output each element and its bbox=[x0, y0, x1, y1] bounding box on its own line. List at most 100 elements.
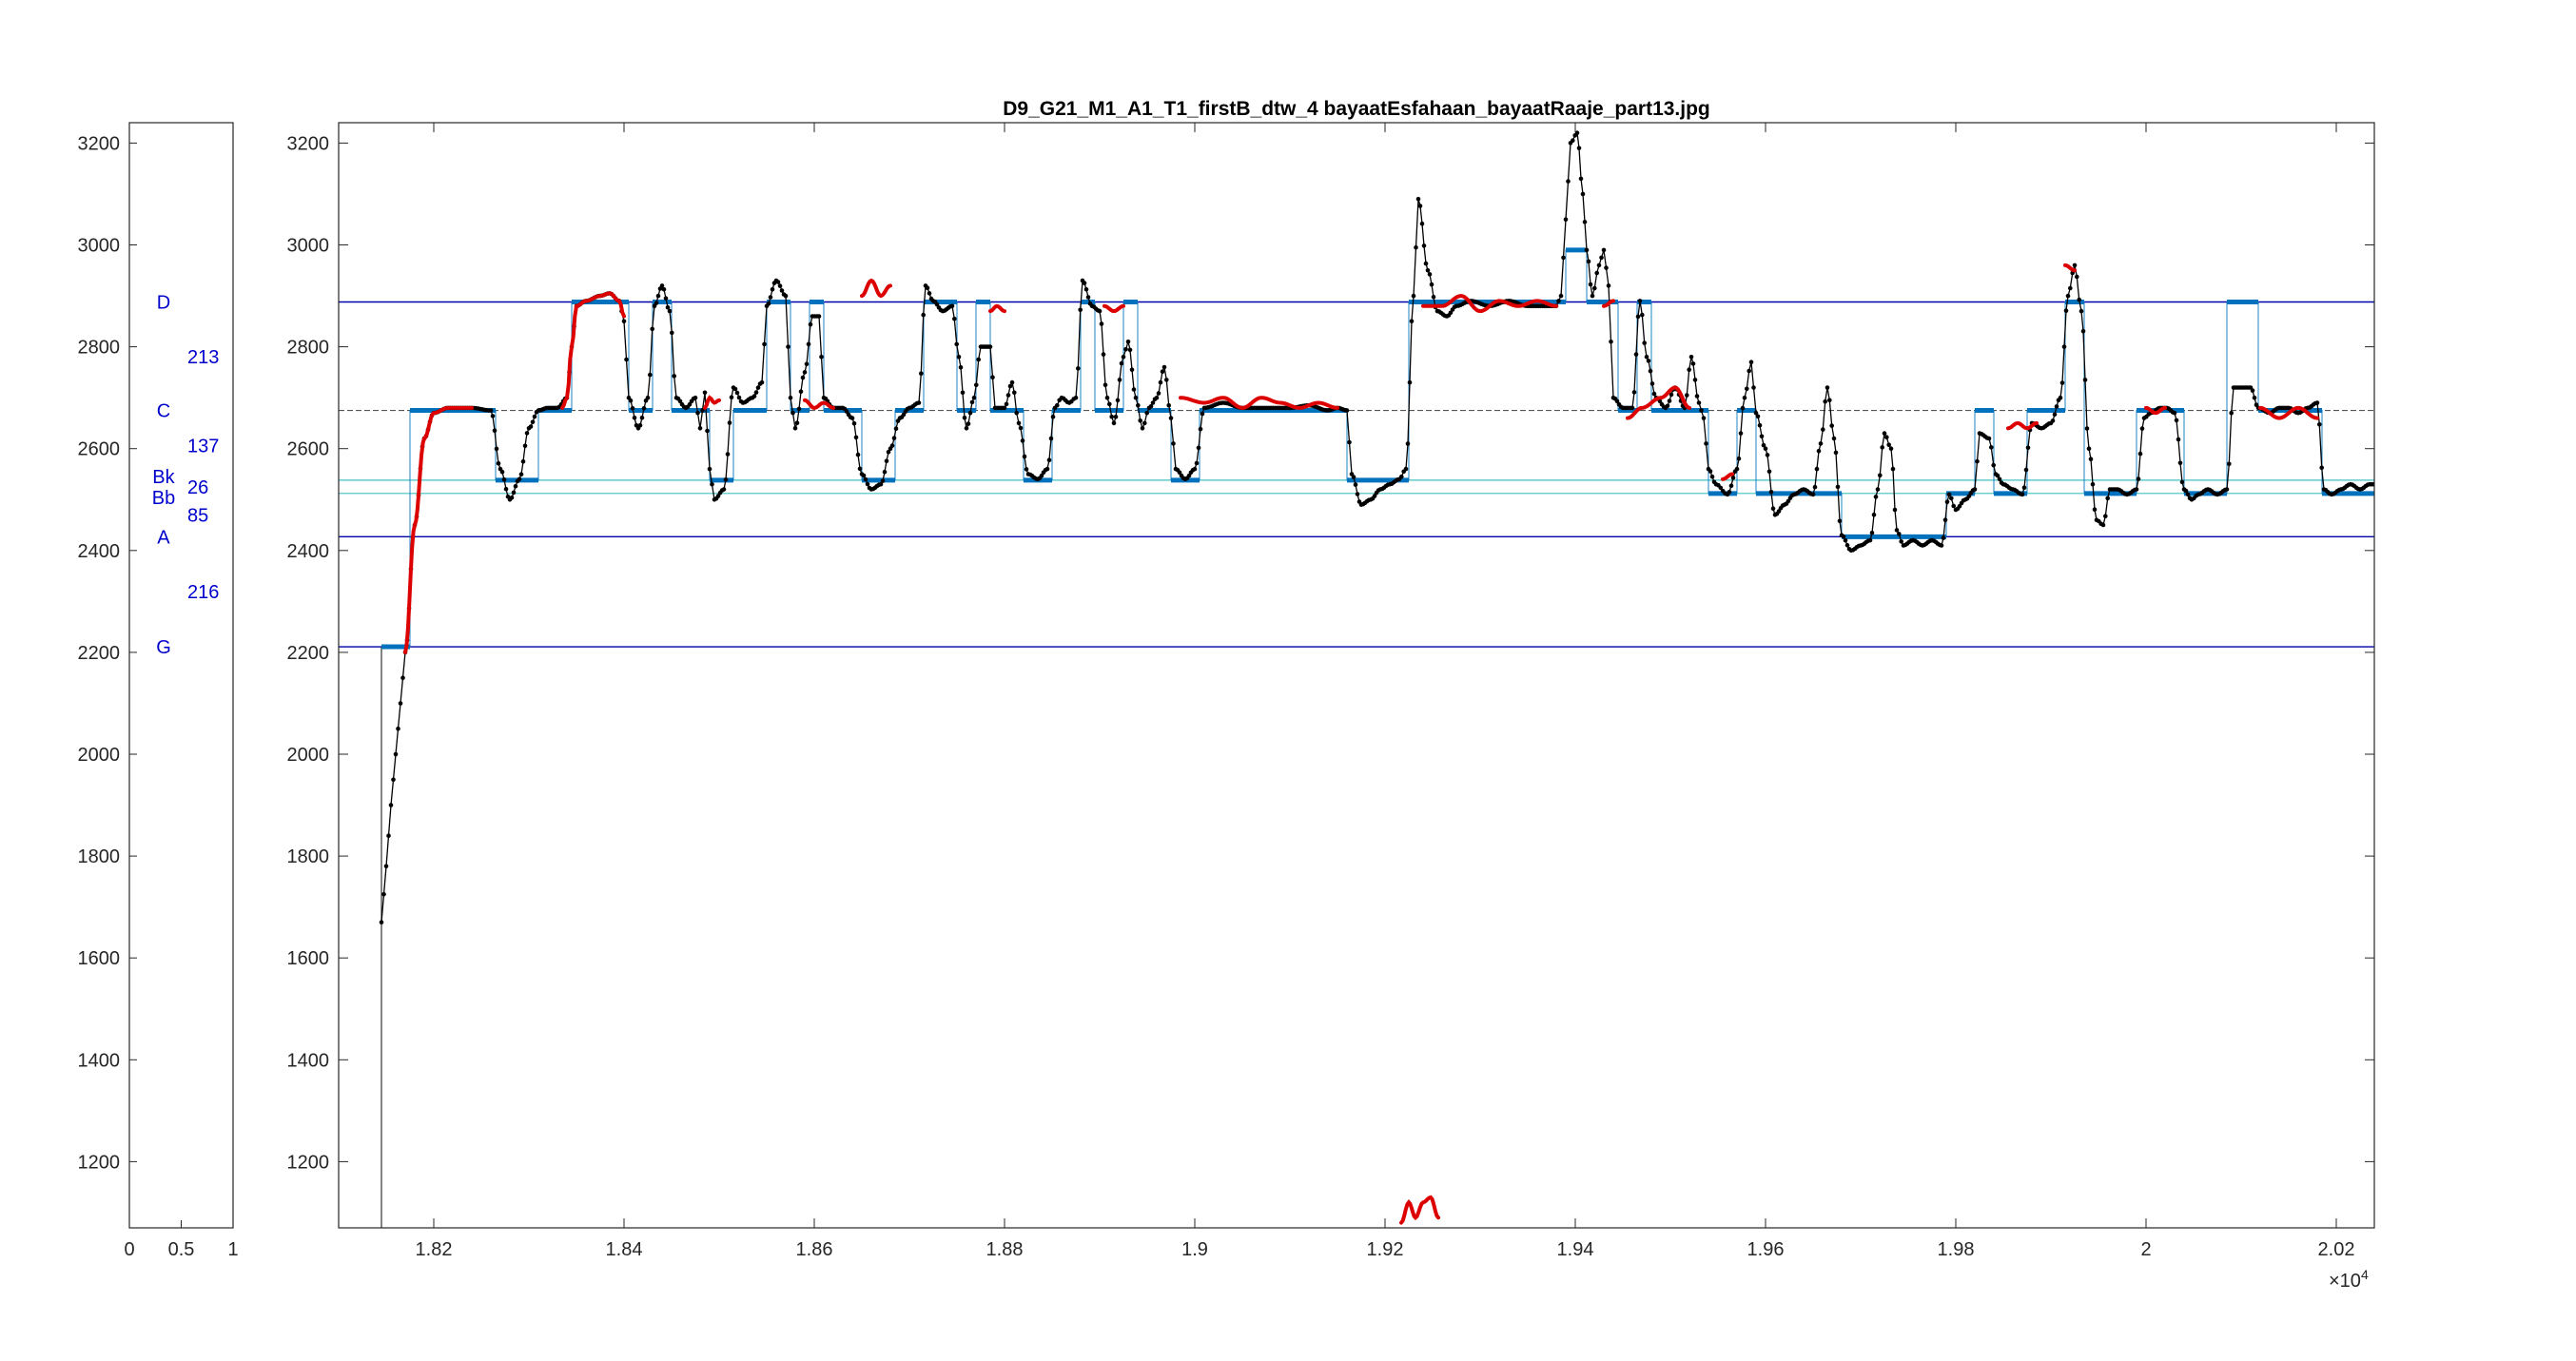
deviation-segment bbox=[1721, 472, 1734, 481]
pitch-point bbox=[1186, 473, 1192, 478]
pitch-point bbox=[880, 478, 886, 483]
pitch-point bbox=[2565, 483, 2569, 488]
pitch-point bbox=[1407, 379, 1413, 385]
pitch-point bbox=[1685, 393, 1689, 398]
pitch-point bbox=[677, 399, 683, 404]
pitch-point bbox=[2448, 536, 2452, 541]
pitch-point bbox=[969, 399, 975, 405]
pitch-point bbox=[2379, 482, 2384, 487]
pitch-point bbox=[2387, 478, 2391, 483]
pitch-point bbox=[2549, 484, 2554, 489]
pitch-point bbox=[1399, 474, 1404, 479]
pitch-point bbox=[2530, 486, 2535, 491]
pitch-point bbox=[2509, 497, 2514, 502]
pitch-point bbox=[1696, 400, 1702, 405]
pitch-point bbox=[1556, 299, 1561, 303]
pitch-point bbox=[1085, 295, 1091, 300]
pitch-point bbox=[967, 410, 973, 416]
pitch-point bbox=[2393, 477, 2398, 482]
pitch-point bbox=[715, 494, 721, 498]
pitch-point bbox=[639, 415, 645, 420]
pitch-point bbox=[2434, 533, 2439, 537]
pitch-point bbox=[960, 390, 966, 396]
note-label: Bk bbox=[152, 467, 175, 488]
pitch-point bbox=[2252, 395, 2257, 400]
pitch-point bbox=[1117, 378, 1122, 382]
pitch-point bbox=[501, 476, 507, 482]
pitch-point bbox=[1688, 355, 1694, 360]
pitch-point bbox=[1939, 543, 1944, 548]
main-axes-box bbox=[338, 122, 2375, 1229]
pitch-point bbox=[2457, 529, 2462, 534]
pitch-point bbox=[804, 361, 810, 367]
pitch-point bbox=[1742, 395, 1747, 400]
x-exponent-power: 4 bbox=[2361, 1267, 2369, 1282]
x-axis-exponent: ×104 bbox=[2329, 1267, 2369, 1292]
pitch-point bbox=[388, 803, 394, 807]
pitch-point bbox=[707, 466, 712, 472]
pitch-point bbox=[798, 389, 804, 395]
pitch-point bbox=[882, 469, 888, 475]
pitch-point bbox=[2479, 302, 2484, 307]
pitch-point bbox=[1078, 307, 1083, 313]
y-tick-label: 2600 bbox=[287, 439, 330, 460]
pitch-point bbox=[2559, 484, 2564, 489]
left-y-tick-label: 3200 bbox=[78, 133, 121, 154]
pitch-point bbox=[1837, 518, 1843, 524]
pitch-point bbox=[786, 344, 790, 349]
pitch-point bbox=[1991, 462, 1996, 468]
pitch-point bbox=[1596, 262, 1602, 268]
pitch-point bbox=[1694, 394, 1700, 399]
pitch-point bbox=[796, 406, 802, 412]
y-tick-label: 1400 bbox=[287, 1050, 330, 1071]
pitch-point bbox=[496, 460, 501, 466]
pitch-point bbox=[1018, 425, 1024, 431]
pitch-point bbox=[2442, 537, 2447, 542]
pitch-point bbox=[2528, 489, 2533, 494]
pitch-point bbox=[2464, 462, 2469, 467]
pitch-point bbox=[1630, 405, 1635, 411]
left-y-tick-label: 1400 bbox=[78, 1050, 121, 1071]
pitch-point bbox=[383, 864, 389, 869]
pitch-point bbox=[2377, 482, 2382, 487]
pitch-point bbox=[1024, 467, 1029, 472]
pitch-point bbox=[1009, 379, 1015, 385]
pitch-point bbox=[1827, 398, 1832, 403]
pitch-point bbox=[2176, 437, 2181, 442]
pitch-point bbox=[886, 450, 891, 455]
pitch-point bbox=[1763, 446, 1768, 452]
pitch-point bbox=[1347, 439, 1352, 445]
y-tick-label: 1200 bbox=[287, 1152, 330, 1173]
pitch-point bbox=[1766, 469, 1772, 475]
pitch-point bbox=[762, 341, 767, 347]
pitch-point bbox=[2417, 475, 2422, 479]
pitch-point bbox=[672, 374, 676, 379]
pitch-point bbox=[1580, 191, 1586, 197]
pitch-point bbox=[2440, 536, 2445, 541]
interval-gap-label: 213 bbox=[187, 347, 219, 368]
pitch-point bbox=[518, 472, 524, 477]
pitch-point bbox=[2077, 297, 2081, 302]
pitch-point bbox=[2481, 301, 2486, 305]
pitch-point bbox=[2551, 486, 2556, 491]
pitch-point bbox=[863, 476, 868, 482]
pitch-point bbox=[2534, 482, 2539, 487]
pitch-point bbox=[522, 443, 528, 449]
pitch-point bbox=[1768, 490, 1774, 495]
x-tick-label: 1.88 bbox=[986, 1239, 1024, 1260]
pitch-point bbox=[2385, 479, 2390, 484]
y-tick-label: 2200 bbox=[287, 643, 330, 664]
pitch-point bbox=[1869, 531, 1875, 535]
pitch-point bbox=[2466, 415, 2470, 419]
pitch-point bbox=[1701, 416, 1707, 420]
pitch-point bbox=[2498, 373, 2503, 378]
pitch-point bbox=[1351, 475, 1356, 479]
pitch-point bbox=[1614, 399, 1620, 404]
pitch-point bbox=[1200, 411, 1205, 417]
pitch-point bbox=[2490, 302, 2495, 307]
pitch-point bbox=[2544, 477, 2548, 482]
pitch-point bbox=[1144, 410, 1149, 416]
interval-gap-label: 137 bbox=[187, 436, 219, 457]
pitch-point bbox=[766, 301, 771, 306]
pitch-point bbox=[1039, 473, 1044, 478]
